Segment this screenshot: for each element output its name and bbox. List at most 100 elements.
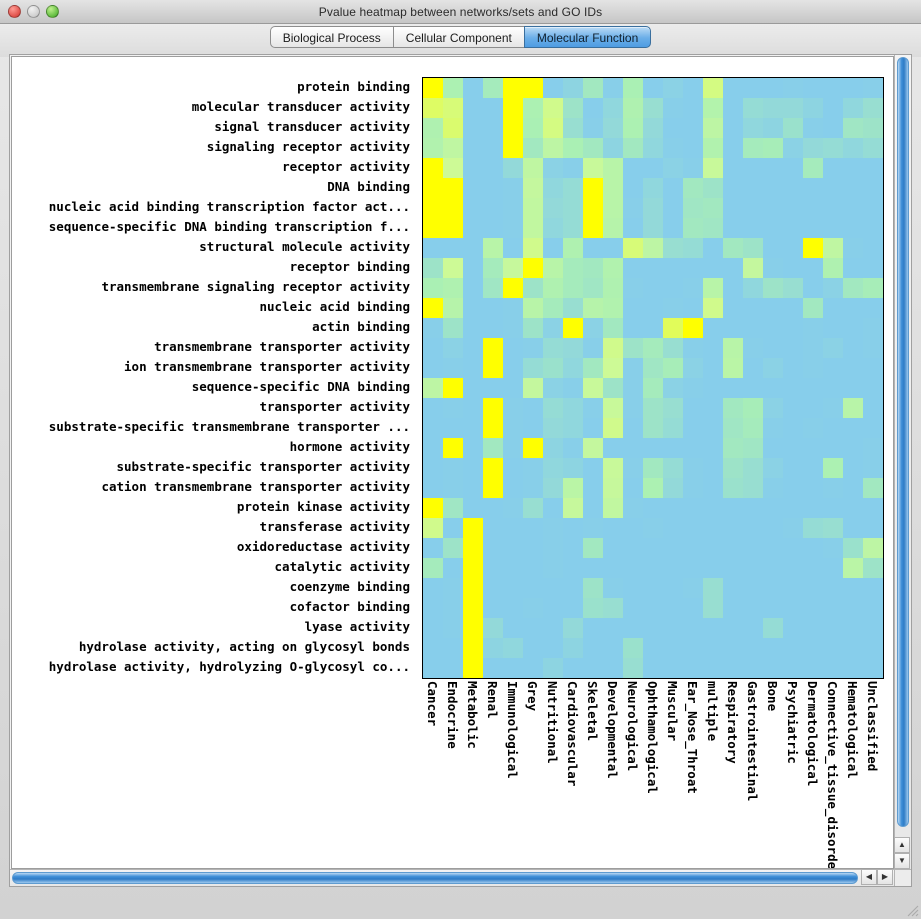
heatmap-cell[interactable] bbox=[523, 318, 543, 338]
heatmap-cell[interactable] bbox=[703, 78, 723, 98]
heatmap-cell[interactable] bbox=[463, 78, 483, 98]
heatmap-cell[interactable] bbox=[543, 378, 563, 398]
heatmap-cell[interactable] bbox=[543, 498, 563, 518]
heatmap-cell[interactable] bbox=[763, 358, 783, 378]
heatmap-cell[interactable] bbox=[783, 138, 803, 158]
heatmap-cell[interactable] bbox=[823, 78, 843, 98]
heatmap-cell[interactable] bbox=[683, 258, 703, 278]
heatmap-cell[interactable] bbox=[803, 198, 823, 218]
heatmap-cell[interactable] bbox=[423, 398, 443, 418]
close-window-icon[interactable] bbox=[8, 5, 21, 18]
heatmap-cell[interactable] bbox=[783, 318, 803, 338]
heatmap-cell[interactable] bbox=[703, 478, 723, 498]
tab-molecular-function[interactable]: Molecular Function bbox=[523, 26, 652, 48]
heatmap-cell[interactable] bbox=[583, 578, 603, 598]
heatmap-cell[interactable] bbox=[623, 378, 643, 398]
heatmap-cell[interactable] bbox=[683, 518, 703, 538]
heatmap-cell[interactable] bbox=[483, 298, 503, 318]
heatmap-cell[interactable] bbox=[803, 378, 823, 398]
heatmap-cell[interactable] bbox=[423, 418, 443, 438]
heatmap-cell[interactable] bbox=[443, 638, 463, 658]
heatmap-cell[interactable] bbox=[643, 658, 663, 678]
heatmap-cell[interactable] bbox=[663, 178, 683, 198]
heatmap-cell[interactable] bbox=[823, 418, 843, 438]
heatmap-cell[interactable] bbox=[523, 278, 543, 298]
heatmap-cell[interactable] bbox=[563, 418, 583, 438]
heatmap-cell[interactable] bbox=[503, 518, 523, 538]
heatmap-cell[interactable] bbox=[763, 278, 783, 298]
heatmap-cell[interactable] bbox=[603, 418, 623, 438]
heatmap-cell[interactable] bbox=[623, 418, 643, 438]
heatmap-cell[interactable] bbox=[503, 538, 523, 558]
heatmap-cell[interactable] bbox=[623, 538, 643, 558]
heatmap-cell[interactable] bbox=[543, 578, 563, 598]
heatmap-cell[interactable] bbox=[423, 638, 443, 658]
heatmap-cell[interactable] bbox=[543, 278, 563, 298]
heatmap-cell[interactable] bbox=[583, 158, 603, 178]
heatmap-cell[interactable] bbox=[623, 458, 643, 478]
heatmap-cell[interactable] bbox=[443, 398, 463, 418]
heatmap-cell[interactable] bbox=[743, 618, 763, 638]
heatmap-cell[interactable] bbox=[643, 258, 663, 278]
heatmap-cell[interactable] bbox=[643, 238, 663, 258]
heatmap-cell[interactable] bbox=[423, 298, 443, 318]
heatmap-cell[interactable] bbox=[683, 358, 703, 378]
heatmap-cell[interactable] bbox=[863, 558, 883, 578]
heatmap-cell[interactable] bbox=[603, 178, 623, 198]
heatmap-cell[interactable] bbox=[563, 398, 583, 418]
heatmap-cell[interactable] bbox=[743, 558, 763, 578]
heatmap-cell[interactable] bbox=[563, 478, 583, 498]
heatmap-cell[interactable] bbox=[783, 378, 803, 398]
heatmap-cell[interactable] bbox=[463, 438, 483, 458]
heatmap-cell[interactable] bbox=[503, 118, 523, 138]
heatmap-cell[interactable] bbox=[463, 478, 483, 498]
heatmap-cell[interactable] bbox=[703, 438, 723, 458]
heatmap-cell[interactable] bbox=[443, 258, 463, 278]
heatmap-cell[interactable] bbox=[803, 138, 823, 158]
heatmap-cell[interactable] bbox=[423, 558, 443, 578]
heatmap-cell[interactable] bbox=[483, 518, 503, 538]
heatmap-cell[interactable] bbox=[423, 518, 443, 538]
heatmap-cell[interactable] bbox=[743, 198, 763, 218]
heatmap-cell[interactable] bbox=[523, 118, 543, 138]
heatmap-cell[interactable] bbox=[463, 658, 483, 678]
heatmap-cell[interactable] bbox=[803, 438, 823, 458]
heatmap-cell[interactable] bbox=[843, 538, 863, 558]
heatmap-cell[interactable] bbox=[523, 558, 543, 578]
heatmap-cell[interactable] bbox=[623, 198, 643, 218]
heatmap-cell[interactable] bbox=[603, 138, 623, 158]
heatmap-cell[interactable] bbox=[483, 618, 503, 638]
heatmap-cell[interactable] bbox=[643, 378, 663, 398]
heatmap-cell[interactable] bbox=[703, 118, 723, 138]
heatmap-cell[interactable] bbox=[683, 538, 703, 558]
heatmap-cell[interactable] bbox=[663, 478, 683, 498]
heatmap-cell[interactable] bbox=[443, 458, 463, 478]
heatmap-cell[interactable] bbox=[683, 638, 703, 658]
heatmap-cell[interactable] bbox=[423, 98, 443, 118]
heatmap-cell[interactable] bbox=[863, 598, 883, 618]
heatmap-cell[interactable] bbox=[763, 498, 783, 518]
heatmap-cell[interactable] bbox=[483, 478, 503, 498]
heatmap-cell[interactable] bbox=[583, 498, 603, 518]
heatmap-cell[interactable] bbox=[563, 78, 583, 98]
heatmap-cell[interactable] bbox=[783, 438, 803, 458]
heatmap-cell[interactable] bbox=[743, 518, 763, 538]
heatmap-cell[interactable] bbox=[523, 438, 543, 458]
heatmap-cell[interactable] bbox=[763, 638, 783, 658]
heatmap-cell[interactable] bbox=[503, 498, 523, 518]
heatmap-cell[interactable] bbox=[543, 218, 563, 238]
heatmap-cell[interactable] bbox=[643, 218, 663, 238]
heatmap-cell[interactable] bbox=[523, 358, 543, 378]
resize-grip-icon[interactable] bbox=[905, 903, 919, 917]
heatmap-cell[interactable] bbox=[463, 318, 483, 338]
heatmap-cell[interactable] bbox=[823, 118, 843, 138]
tab-biological-process[interactable]: Biological Process bbox=[269, 26, 393, 48]
heatmap-cell[interactable] bbox=[763, 558, 783, 578]
heatmap-cell[interactable] bbox=[463, 618, 483, 638]
heatmap-cell[interactable] bbox=[803, 538, 823, 558]
heatmap-cell[interactable] bbox=[543, 238, 563, 258]
heatmap-cell[interactable] bbox=[783, 478, 803, 498]
heatmap-cell[interactable] bbox=[703, 358, 723, 378]
heatmap-cell[interactable] bbox=[623, 218, 643, 238]
heatmap-cell[interactable] bbox=[483, 578, 503, 598]
